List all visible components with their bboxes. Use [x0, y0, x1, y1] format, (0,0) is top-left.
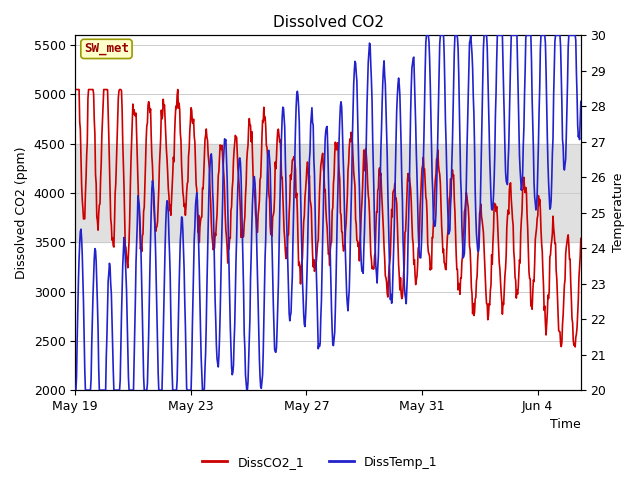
Title: Dissolved CO2: Dissolved CO2: [273, 15, 383, 30]
Bar: [76, 144, 581, 242]
X-axis label: Time: Time: [550, 419, 581, 432]
Legend: DissCO2_1, DissTemp_1: DissCO2_1, DissTemp_1: [197, 451, 443, 474]
Y-axis label: Temperature: Temperature: [612, 173, 625, 252]
Y-axis label: Dissolved CO2 (ppm): Dissolved CO2 (ppm): [15, 146, 28, 279]
Text: SW_met: SW_met: [84, 42, 129, 55]
